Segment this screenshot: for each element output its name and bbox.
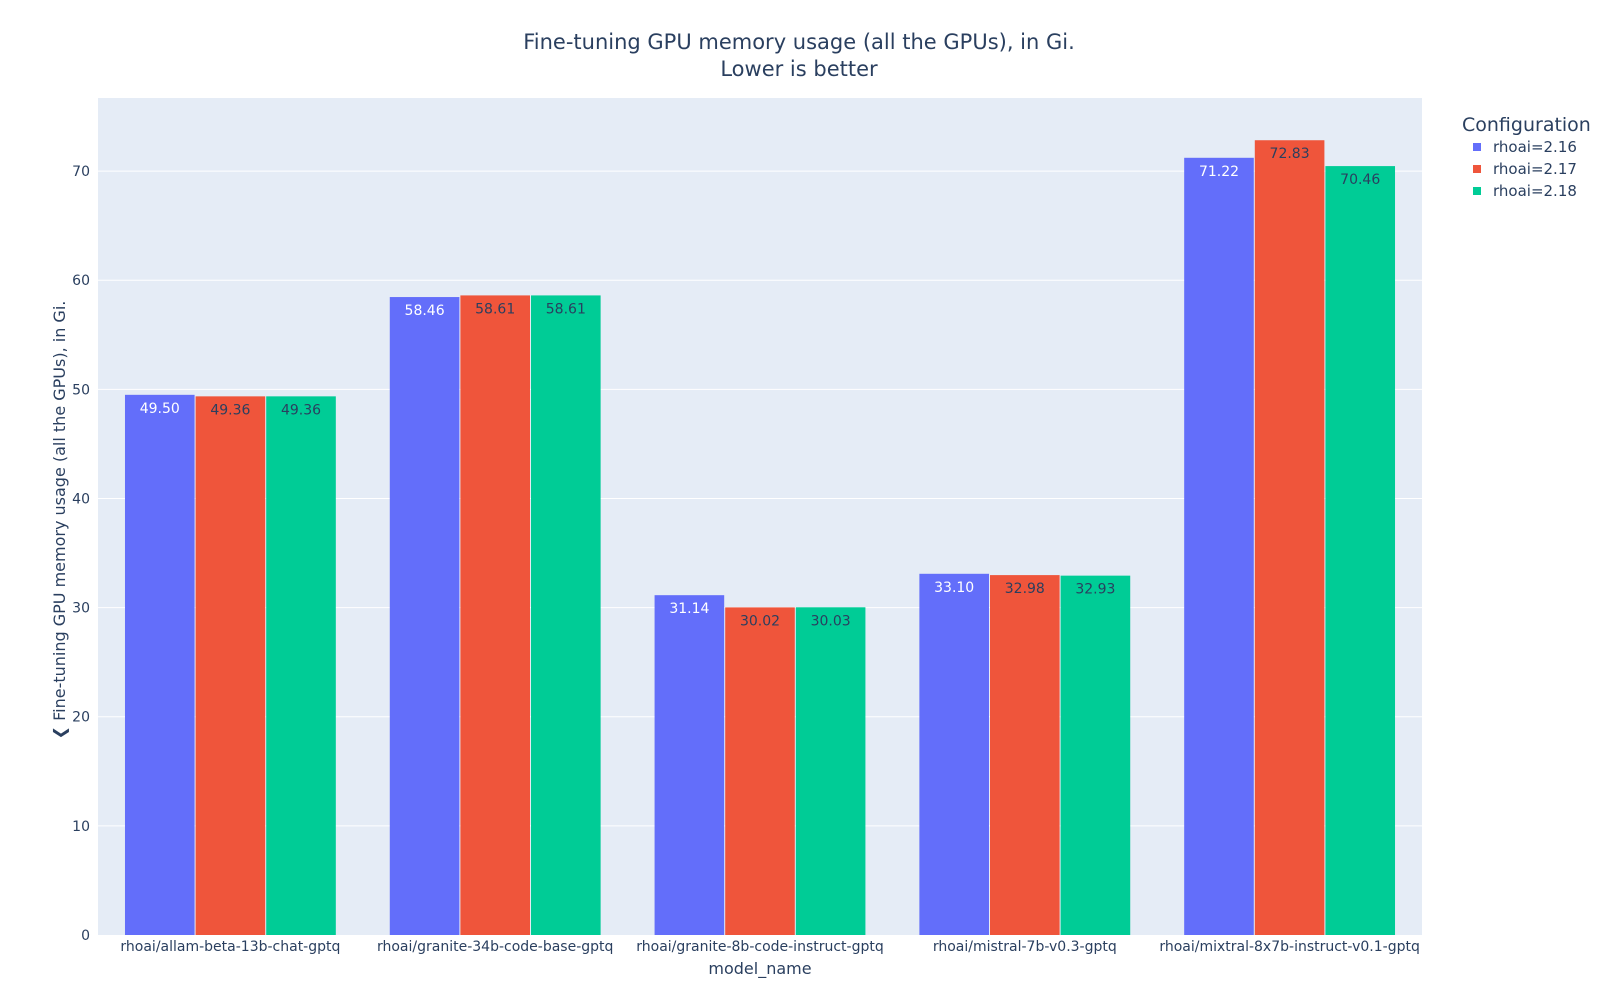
x-axis-title: model_name	[708, 959, 811, 979]
y-tick-label: 10	[72, 819, 90, 835]
bar-value-label: 49.36	[281, 402, 321, 418]
legend: Configuration rhoai=2.16 rhoai=2.17 rhoai=…	[1462, 114, 1591, 200]
x-tick-label: rhoai/mixtral-8x7b-instruct-v0.1-gptq	[1159, 939, 1420, 955]
y-tick-label: 70	[72, 164, 90, 180]
bar	[1060, 575, 1131, 935]
bar	[1325, 166, 1396, 935]
y-tick-label: 40	[72, 491, 90, 507]
x-tick-label: rhoai/granite-34b-code-base-gptq	[377, 939, 613, 955]
chart-subtitle: Lower is better	[720, 57, 878, 81]
bar-value-label: 58.61	[475, 301, 515, 317]
bar	[1184, 157, 1254, 936]
bar-value-label: 30.02	[740, 613, 780, 629]
y-tick-label: 60	[72, 273, 90, 289]
legend-swatch	[1473, 143, 1481, 151]
bar	[725, 607, 795, 935]
chart-title: Fine-tuning GPU memory usage (all the GP…	[523, 30, 1075, 54]
bar	[654, 595, 725, 935]
bar	[795, 607, 866, 935]
bar-value-label: 49.50	[140, 401, 180, 417]
bar	[919, 573, 989, 935]
y-tick-label: 50	[72, 382, 90, 398]
y-tick-label: 0	[81, 928, 90, 944]
bar	[389, 297, 460, 936]
bar-labels: 49.50 49.36 49.36 58.46 58.61 58.61 31.14 30.02…	[140, 146, 1381, 629]
bar-value-label: 32.98	[1005, 581, 1045, 597]
bar-value-label: 31.14	[669, 601, 709, 617]
legend-item[interactable]: rhoai=2.16	[1473, 138, 1577, 156]
bar-value-label: 32.93	[1075, 582, 1115, 598]
bar-value-label: 49.36	[210, 402, 250, 418]
x-tick-label: rhoai/granite-8b-code-instruct-gptq	[636, 939, 884, 955]
x-tick-label: rhoai/mistral-7b-v0.3-gptq	[933, 939, 1117, 955]
bar	[195, 396, 266, 935]
bar	[989, 575, 1060, 935]
legend-swatch	[1473, 187, 1481, 195]
y-tick-label: 30	[72, 601, 90, 617]
legend-label: rhoai=2.18	[1493, 182, 1577, 200]
legend-title: Configuration	[1462, 114, 1591, 136]
bar-value-label: 30.03	[811, 613, 851, 629]
bar	[1254, 140, 1325, 936]
x-axis-ticks: rhoai/allam-beta-13b-chat-gptq rhoai/gran…	[120, 939, 1419, 955]
y-tick-label: 20	[72, 710, 90, 726]
legend-label: rhoai=2.17	[1493, 160, 1577, 178]
bar	[460, 295, 531, 935]
legend-item[interactable]: rhoai=2.18	[1473, 182, 1577, 200]
bar	[531, 295, 601, 935]
y-axis-title: ❮ Fine-tuning GPU memory usage (all the …	[50, 301, 69, 740]
legend-swatch	[1473, 165, 1481, 173]
legend-label: rhoai=2.16	[1493, 138, 1577, 156]
bar-value-label: 71.22	[1199, 164, 1239, 180]
bar	[266, 396, 336, 935]
bar-value-label: 70.46	[1340, 172, 1380, 188]
bar-value-label: 58.46	[405, 303, 445, 319]
bar-value-label: 72.83	[1270, 146, 1310, 162]
y-axis-ticks: 0 10 20 30 40 50 60 70	[72, 164, 90, 944]
bar-value-label: 58.61	[546, 301, 586, 317]
legend-item[interactable]: rhoai=2.17	[1473, 160, 1577, 178]
bar-value-label: 33.10	[934, 580, 974, 596]
bars	[124, 140, 1396, 936]
x-tick-label: rhoai/allam-beta-13b-chat-gptq	[120, 939, 340, 955]
bar	[124, 394, 195, 935]
